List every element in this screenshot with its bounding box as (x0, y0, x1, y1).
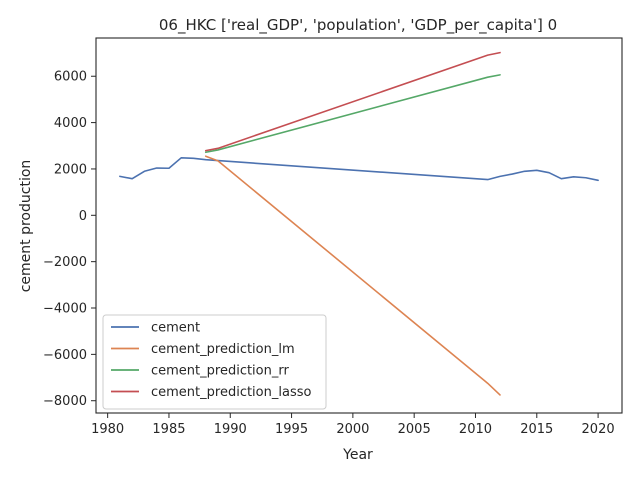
series-line-cement-prediction-lm (204, 155, 501, 396)
x-tick-label: 2005 (398, 422, 431, 437)
plot-lines (119, 51, 599, 396)
y-tick-label: 6000 (54, 70, 87, 85)
legend-label-cement-prediction-lasso: cement_prediction_lasso (151, 385, 311, 400)
x-tick-label: 2010 (459, 422, 492, 437)
y-tick-label: −4000 (43, 302, 87, 317)
x-tick-label: 2015 (520, 422, 553, 437)
series-line-cement-prediction-lasso (204, 51, 501, 152)
x-tick-label: 1995 (275, 422, 308, 437)
x-axis: 1980 1985 1990 1995 2000 2005 2010 2015 2020 (91, 413, 615, 437)
axes-frame (95, 37, 623, 414)
series-line-cement (119, 157, 599, 182)
chart-title: 06_HKC ['real_GDP', 'population', 'GDP_p… (159, 16, 557, 35)
legend-label-cement-prediction-lm: cement_prediction_lm (151, 342, 295, 357)
y-axis-label: cement production (18, 160, 34, 293)
legend-label-cement-prediction-rr: cement_prediction_rr (151, 364, 289, 379)
x-tick-label: 1990 (214, 422, 247, 437)
y-tick-label: −6000 (43, 348, 87, 363)
legend-label-cement: cement (151, 321, 200, 336)
series-line-cement-prediction-rr (204, 74, 501, 154)
y-tick-label: 2000 (54, 162, 87, 177)
y-tick-label: −2000 (43, 255, 87, 270)
x-tick-label: 1980 (91, 422, 124, 437)
legend-box (102, 314, 327, 410)
plot-frame (95, 37, 623, 414)
y-tick-label: 0 (79, 209, 87, 224)
x-tick-label: 2020 (582, 422, 615, 437)
x-axis-label: Year (342, 447, 373, 463)
legend: cement cement_prediction_lm cement_predict… (102, 314, 327, 410)
x-tick-label: 1985 (152, 422, 185, 437)
y-axis: −8000 −6000 −4000 −2000 0 2000 4000 6000 (43, 70, 96, 409)
x-tick-label: 2000 (336, 422, 369, 437)
y-tick-label: −8000 (43, 394, 87, 409)
y-tick-label: 4000 (54, 116, 87, 131)
